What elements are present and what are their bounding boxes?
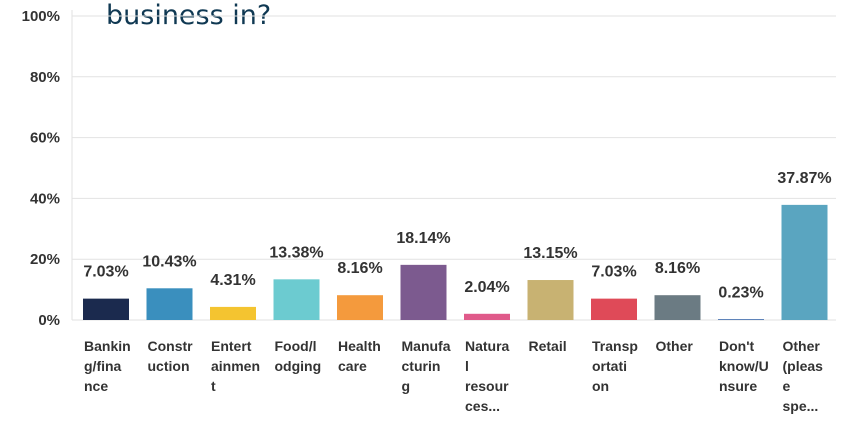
y-axis-ticks: 0% 20% 40% 60% 80% 100% [22,8,60,329]
bar [400,264,447,320]
data-label: 4.31% [210,272,255,289]
y-tick-label: 80% [30,69,60,86]
value-labels: 7.03% 10.43% 4.31% 13.38% 8.16% 18.14% 2.04% 13… [83,170,831,301]
x-tick-label: Other [656,338,694,354]
bar [146,288,193,320]
bar [718,319,764,320]
bar [210,306,256,320]
y-tick-label: 0% [38,312,60,329]
y-tick-label: 20% [30,251,60,268]
x-tick-label: Retail [529,338,567,354]
x-tick-label: Natura l resour ces... [465,338,510,414]
x-tick-label: Health care [338,338,381,374]
data-label: 2.04% [464,279,509,296]
bar [781,204,828,320]
data-label: 7.03% [83,264,128,281]
x-tick-label: Transp ortati on [592,338,638,394]
grid-lines [71,10,836,321]
bar [591,298,637,320]
data-label: 7.03% [591,264,636,281]
bar [337,295,383,320]
x-tick-label: Don't know/U nsure [719,338,769,394]
data-label: 8.16% [337,260,382,277]
data-label: 13.38% [269,244,323,261]
x-tick-label: Other (pleas e spe... [783,338,824,414]
data-label: 13.15% [523,245,577,262]
data-label: 0.23% [718,284,763,301]
data-label: 8.16% [655,260,700,277]
data-label: 10.43% [142,253,196,270]
bar [654,295,701,320]
x-tick-label: Entert ainmen t [211,338,260,394]
x-axis-labels: Bankin g/fina nce Constr uction Entert ainmen t… [84,338,823,414]
x-tick-label: Constr uction [148,338,194,374]
bar [464,313,510,320]
x-tick-label: Bankin g/fina nce [84,338,131,394]
x-tick-label: Food/l odging [275,338,322,374]
bar [527,280,574,320]
bar [83,298,129,320]
bars [83,204,828,320]
y-tick-label: 60% [30,130,60,147]
data-label: 37.87% [777,170,831,187]
y-tick-label: 40% [30,190,60,207]
data-label: 18.14% [396,230,450,247]
y-tick-label: 100% [22,8,60,25]
x-tick-label: Manufa cturin g [402,338,451,394]
bar [273,279,320,320]
